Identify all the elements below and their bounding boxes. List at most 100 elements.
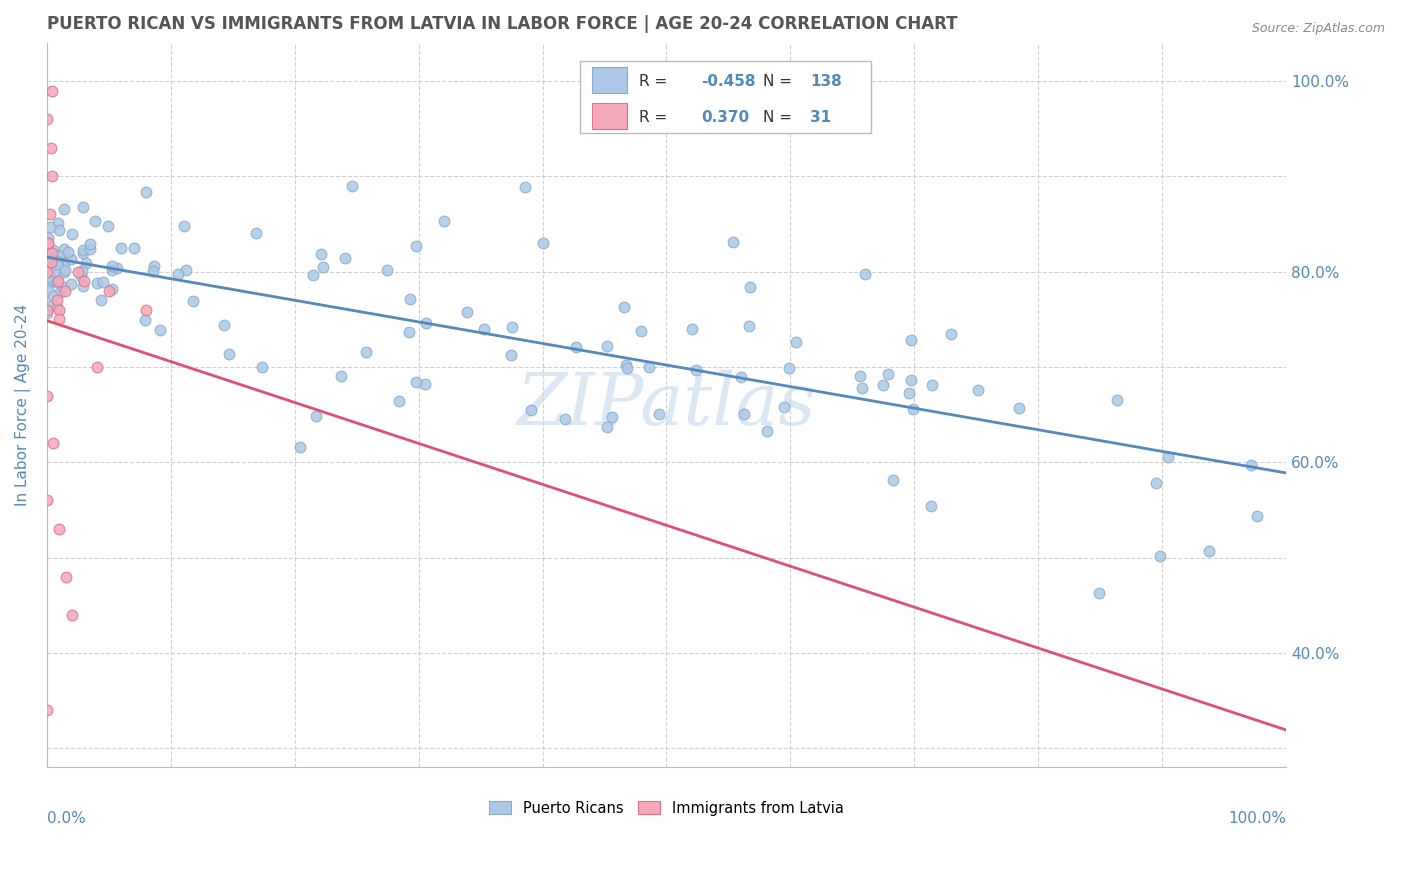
Text: PUERTO RICAN VS IMMIGRANTS FROM LATVIA IN LABOR FORCE | AGE 20-24 CORRELATION CH: PUERTO RICAN VS IMMIGRANTS FROM LATVIA I… [46,15,957,33]
Point [39,141,62,155]
Point [41,255,63,269]
Point [245,227,267,241]
Point [37,235,59,250]
Point [181,293,204,308]
Point [84,214,107,228]
Point [388,394,411,409]
Point [53,284,76,298]
Y-axis label: In Labor Force | Age 20-24: In Labor Force | Age 20-24 [15,304,31,506]
Point [499,348,522,362]
Point [39,207,62,221]
Point [921,378,943,392]
Point [637,359,659,374]
Point [330,368,353,383]
Point [39,220,62,235]
Point [405,239,427,253]
Point [41,84,63,98]
Point [70,269,93,284]
Point [66,265,89,279]
Point [616,358,638,372]
Point [405,375,427,389]
Point [48,522,70,536]
Point [733,407,755,421]
Point [97,284,120,298]
FancyBboxPatch shape [592,103,627,129]
Point [501,320,523,334]
Point [35,112,58,127]
Point [882,474,904,488]
Point [75,256,97,270]
Point [90,293,112,307]
Point [72,246,94,260]
Point [415,316,437,330]
Point [42,254,65,268]
Text: 0.0%: 0.0% [46,811,86,826]
Point [49,285,72,299]
Point [1240,458,1263,472]
Point [60,607,83,622]
Point [166,268,188,282]
Point [79,236,101,251]
Point [41,245,63,260]
Point [149,322,172,336]
Point [305,409,328,424]
Point [730,370,752,384]
Point [42,243,65,257]
Point [616,360,638,375]
Point [903,402,925,417]
Point [1008,401,1031,415]
Point [772,401,794,415]
Point [37,302,59,317]
Point [37,235,59,250]
Point [1105,393,1128,408]
Point [685,363,707,377]
Point [135,302,157,317]
Point [613,300,636,314]
Point [53,263,76,277]
Point [37,242,59,256]
Point [519,403,541,417]
Point [100,263,122,277]
Text: R =: R = [640,110,678,125]
Point [56,244,79,259]
Point [900,333,922,347]
Point [110,241,132,255]
Point [134,313,156,327]
Point [565,340,588,354]
Point [785,334,807,349]
Point [849,369,872,384]
Point [55,569,77,583]
Text: Source: ZipAtlas.com: Source: ZipAtlas.com [1251,22,1385,36]
Point [1157,450,1180,464]
Point [46,254,69,268]
Point [72,278,94,293]
Point [340,178,363,193]
Point [41,298,63,312]
Point [48,223,70,237]
Point [1246,509,1268,524]
Point [596,420,619,434]
Point [600,409,623,424]
Text: 100.0%: 100.0% [1227,811,1286,826]
Point [252,360,274,375]
Point [101,282,124,296]
Point [45,257,67,271]
Point [41,169,63,184]
Point [1087,586,1109,600]
Point [101,259,124,273]
Point [1198,544,1220,558]
Point [72,243,94,257]
Text: R =: R = [640,74,672,89]
Point [356,344,378,359]
Point [60,227,83,241]
Point [288,440,311,454]
Point [398,325,420,339]
Point [413,377,436,392]
Point [142,259,165,273]
Point [52,255,75,269]
Point [59,277,82,291]
Point [174,262,197,277]
Point [48,312,70,326]
Legend: Puerto Ricans, Immigrants from Latvia: Puerto Ricans, Immigrants from Latvia [484,795,849,822]
Point [70,264,93,278]
